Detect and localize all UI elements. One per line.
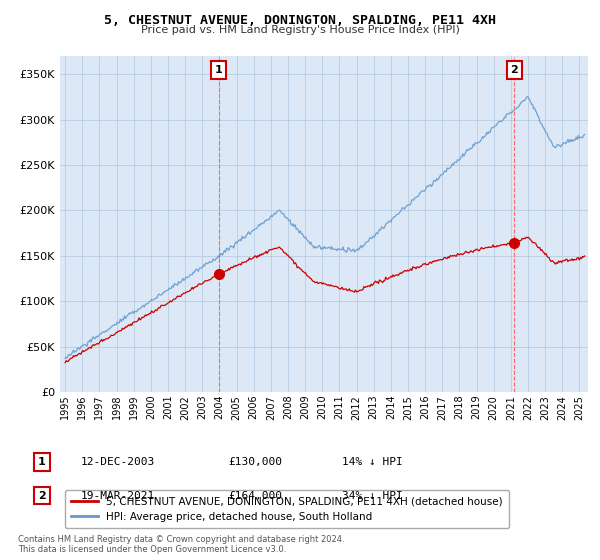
Text: 1: 1: [215, 64, 223, 74]
Text: 34% ↓ HPI: 34% ↓ HPI: [342, 491, 403, 501]
Text: £164,000: £164,000: [228, 491, 282, 501]
Text: 2: 2: [511, 64, 518, 74]
Legend: 5, CHESTNUT AVENUE, DONINGTON, SPALDING, PE11 4XH (detached house), HPI: Average: 5, CHESTNUT AVENUE, DONINGTON, SPALDING,…: [65, 490, 509, 528]
Text: 2: 2: [38, 491, 46, 501]
Text: 14% ↓ HPI: 14% ↓ HPI: [342, 457, 403, 467]
Text: £130,000: £130,000: [228, 457, 282, 467]
Text: 12-DEC-2003: 12-DEC-2003: [81, 457, 155, 467]
Text: Price paid vs. HM Land Registry's House Price Index (HPI): Price paid vs. HM Land Registry's House …: [140, 25, 460, 35]
Text: Contains HM Land Registry data © Crown copyright and database right 2024.
This d: Contains HM Land Registry data © Crown c…: [18, 535, 344, 554]
Text: 19-MAR-2021: 19-MAR-2021: [81, 491, 155, 501]
Text: 5, CHESTNUT AVENUE, DONINGTON, SPALDING, PE11 4XH: 5, CHESTNUT AVENUE, DONINGTON, SPALDING,…: [104, 14, 496, 27]
Text: 1: 1: [38, 457, 46, 467]
